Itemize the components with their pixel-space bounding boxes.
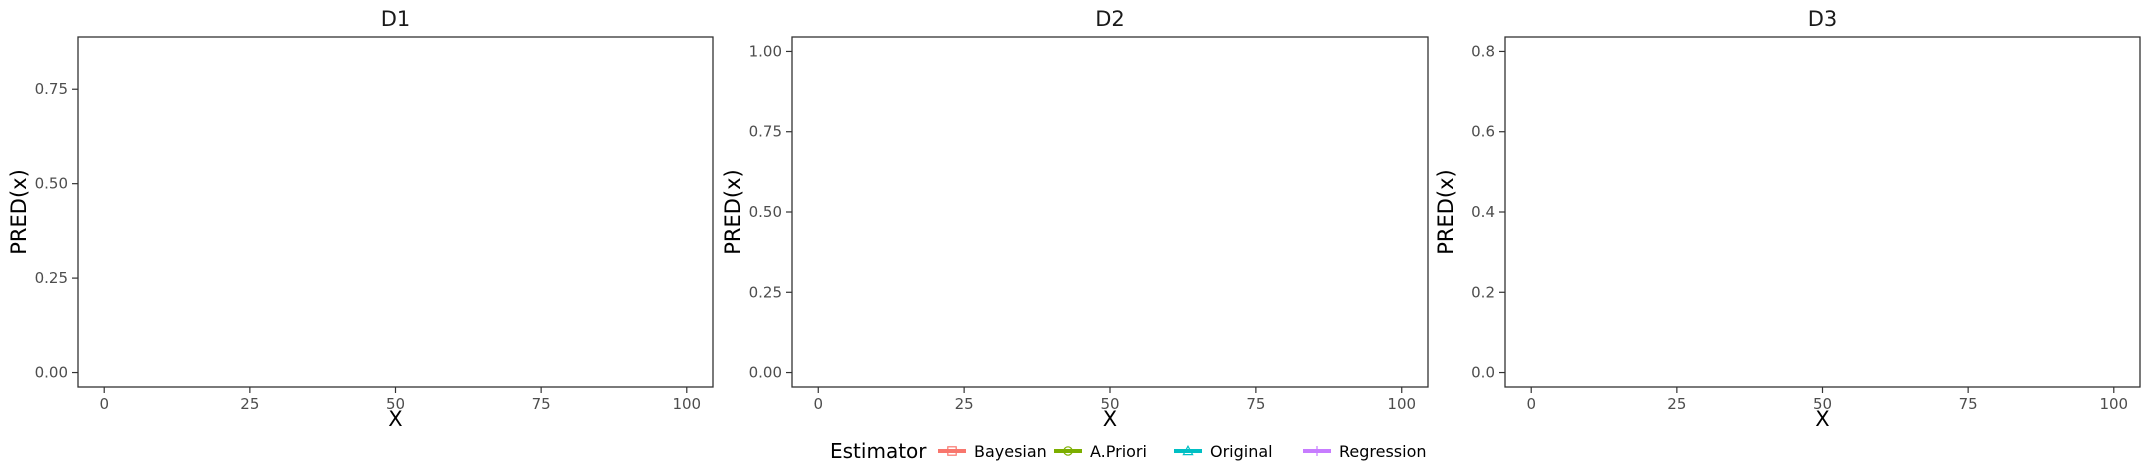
- x-axis-label: X: [1815, 407, 1829, 431]
- x-axis-label: X: [1103, 407, 1117, 431]
- axes: 0 25 50 75 100 0.00 0.25 0.50 0.75 1.00: [749, 42, 1416, 413]
- x-tick-label: 50: [386, 395, 405, 413]
- axes: 0 25 50 75 100 0.0 0.2 0.4 0.6 0.8: [1471, 42, 2128, 413]
- x-tick-label: 75: [532, 395, 551, 413]
- legend-key-plus-icon: [1311, 445, 1323, 457]
- y-tick-label: 1.00: [749, 42, 782, 60]
- y-tick-label: 0.00: [749, 364, 782, 382]
- legend-item-original: Original: [1174, 442, 1273, 461]
- x-tick-label: 50: [1100, 395, 1119, 413]
- x-tick-label: 25: [240, 395, 259, 413]
- y-axis-label: PRED(x): [7, 169, 31, 255]
- x-tick-label: 0: [99, 395, 109, 413]
- y-tick-label: 0.50: [35, 175, 68, 193]
- y-tick-label: 0.75: [749, 123, 782, 141]
- legend-key-square-icon: [947, 446, 957, 456]
- legend-key-triangle-icon: [1182, 444, 1194, 456]
- x-tick-label: 0: [1526, 395, 1536, 413]
- x-tick-label: 25: [1667, 395, 1686, 413]
- y-axis-label: PRED(x): [721, 169, 745, 255]
- legend-title: Estimator: [830, 439, 927, 461]
- legend-item-a-priori: A.Priori: [1054, 442, 1147, 461]
- y-tick-label: 0.00: [35, 364, 68, 382]
- x-tick-label: 50: [1813, 395, 1832, 413]
- y-tick-label: 0.4: [1471, 203, 1495, 221]
- legend-item-bayesian: Bayesian: [938, 442, 1047, 461]
- y-tick-label: 0.2: [1471, 283, 1495, 301]
- x-tick-label: 25: [955, 395, 974, 413]
- legend-label: Regression: [1339, 442, 1427, 461]
- axes: 0 25 50 75 100 0.00 0.25 0.50 0.75: [35, 80, 702, 413]
- panel-border: [77, 36, 714, 388]
- legend: Estimator Bayesian A.Priori Original Regres…: [830, 439, 1427, 461]
- panel-title: D3: [1808, 7, 1838, 31]
- y-tick-label: 0.75: [35, 80, 68, 98]
- legend-key-circle-icon: [1063, 446, 1073, 456]
- x-tick-label: 100: [2099, 395, 2128, 413]
- panel-d1: 0 25 50 75 100 0.00 0.25 0.50 0.75 D1 X PRED(x): [7, 7, 714, 431]
- panel-title: D1: [381, 7, 411, 31]
- x-tick-label: 0: [813, 395, 823, 413]
- panel-d2: 0 25 50 75 100 0.00 0.25 0.50 0.75 1.00 D2 X PRED(x): [721, 7, 1429, 431]
- panel-border: [1504, 36, 2141, 388]
- legend-label: A.Priori: [1090, 442, 1147, 461]
- y-tick-label: 0.0: [1471, 364, 1495, 382]
- panel-border: [791, 36, 1429, 388]
- y-tick-label: 0.8: [1471, 42, 1495, 60]
- y-tick-label: 0.25: [35, 269, 68, 287]
- y-tick-label: 0.25: [749, 283, 782, 301]
- x-tick-label: 100: [672, 395, 701, 413]
- y-axis-label: PRED(x): [1434, 169, 1458, 255]
- x-tick-label: 75: [1959, 395, 1978, 413]
- legend-label: Original: [1210, 442, 1273, 461]
- x-tick-label: 75: [1246, 395, 1265, 413]
- x-axis-label: X: [388, 407, 402, 431]
- legend-item-regression: Regression: [1303, 442, 1427, 461]
- y-tick-label: 0.6: [1471, 123, 1495, 141]
- panel-title: D2: [1095, 7, 1125, 31]
- x-tick-label: 100: [1387, 395, 1416, 413]
- panel-d3: 0 25 50 75 100 0.0 0.2 0.4 0.6 0.8 D3 X PRED(x): [1434, 7, 2141, 431]
- y-tick-label: 0.50: [749, 203, 782, 221]
- legend-label: Bayesian: [974, 442, 1047, 461]
